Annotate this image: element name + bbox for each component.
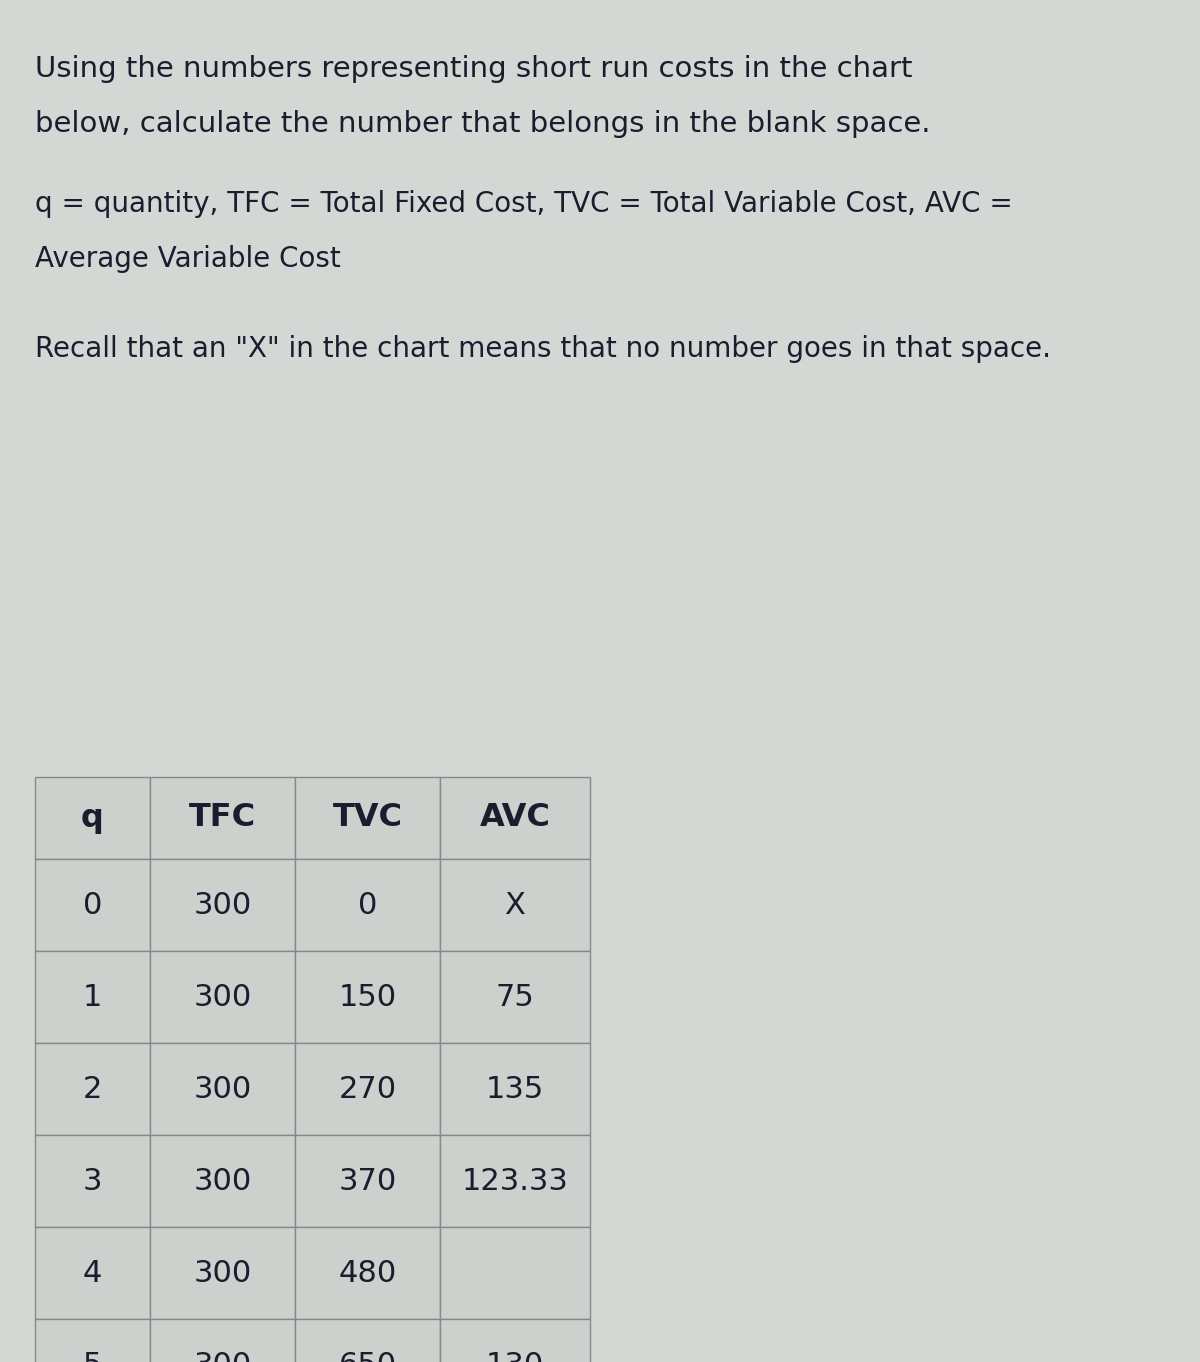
Text: 300: 300 — [193, 982, 252, 1012]
Text: 300: 300 — [193, 1258, 252, 1287]
Text: 370: 370 — [338, 1166, 397, 1196]
Bar — [150, 1135, 295, 1227]
Bar — [295, 1043, 440, 1135]
Text: TVC: TVC — [332, 802, 402, 834]
Bar — [440, 1043, 590, 1135]
Bar — [35, 951, 150, 1043]
Text: 1: 1 — [83, 982, 102, 1012]
Text: q: q — [82, 802, 104, 834]
Bar — [35, 1227, 150, 1318]
Text: 4: 4 — [83, 1258, 102, 1287]
Text: 0: 0 — [83, 891, 102, 919]
Text: 300: 300 — [193, 1351, 252, 1362]
Bar — [295, 1227, 440, 1318]
Bar — [35, 1135, 150, 1227]
Text: 300: 300 — [193, 1166, 252, 1196]
Bar — [150, 951, 295, 1043]
Text: 300: 300 — [193, 1075, 252, 1103]
Bar — [295, 951, 440, 1043]
Bar — [440, 1227, 590, 1318]
Text: 75: 75 — [496, 982, 534, 1012]
Text: 130: 130 — [486, 1351, 544, 1362]
Text: 2: 2 — [83, 1075, 102, 1103]
Text: TFC: TFC — [188, 802, 256, 834]
Bar — [440, 1318, 590, 1362]
Text: Recall that an "X" in the chart means that no number goes in that space.: Recall that an "X" in the chart means th… — [35, 335, 1051, 364]
Bar — [440, 859, 590, 951]
Text: AVC: AVC — [480, 802, 551, 834]
Bar — [295, 1135, 440, 1227]
Bar — [150, 859, 295, 951]
Text: X: X — [504, 891, 526, 919]
Text: 300: 300 — [193, 891, 252, 919]
Bar — [150, 776, 295, 859]
Text: Using the numbers representing short run costs in the chart: Using the numbers representing short run… — [35, 54, 912, 83]
Text: q = quantity, TFC = Total Fixed Cost, TVC = Total Variable Cost, AVC =: q = quantity, TFC = Total Fixed Cost, TV… — [35, 191, 1013, 218]
Bar — [35, 776, 150, 859]
Text: 480: 480 — [338, 1258, 397, 1287]
Bar — [150, 1043, 295, 1135]
Text: 123.33: 123.33 — [462, 1166, 569, 1196]
Bar — [35, 859, 150, 951]
Text: 5: 5 — [83, 1351, 102, 1362]
Text: 270: 270 — [338, 1075, 396, 1103]
Bar — [295, 1318, 440, 1362]
Text: 135: 135 — [486, 1075, 544, 1103]
Bar — [150, 1227, 295, 1318]
Text: 0: 0 — [358, 891, 377, 919]
Text: 3: 3 — [83, 1166, 102, 1196]
Text: Average Variable Cost: Average Variable Cost — [35, 245, 341, 272]
Bar — [295, 859, 440, 951]
Text: 650: 650 — [338, 1351, 396, 1362]
Bar — [440, 1135, 590, 1227]
Text: 150: 150 — [338, 982, 396, 1012]
Bar — [440, 951, 590, 1043]
Bar — [150, 1318, 295, 1362]
Text: below, calculate the number that belongs in the blank space.: below, calculate the number that belongs… — [35, 110, 930, 138]
Bar — [295, 776, 440, 859]
Bar — [440, 776, 590, 859]
Bar — [35, 1043, 150, 1135]
Bar — [35, 1318, 150, 1362]
